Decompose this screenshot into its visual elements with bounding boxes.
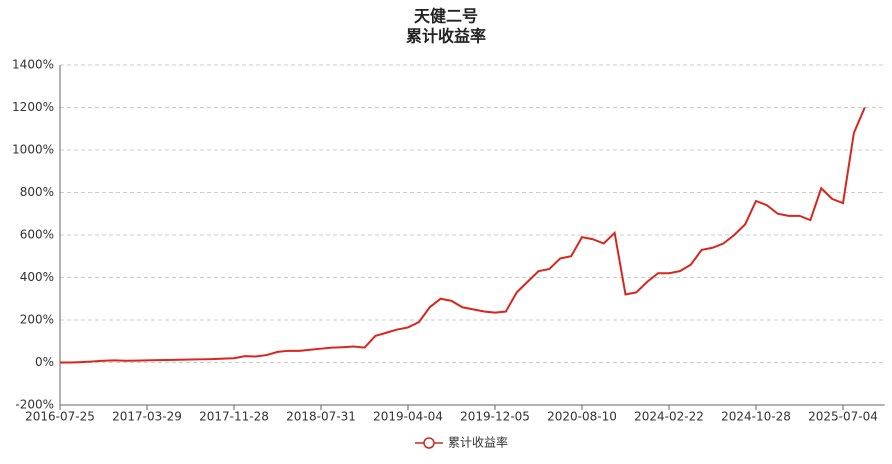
x-tick-label: 2025-07-04	[808, 410, 878, 424]
x-tick-label: 2016-07-25	[25, 410, 95, 424]
y-tick-label: 400%	[20, 270, 54, 284]
chart-title: 天健二号	[414, 7, 478, 26]
line-series	[60, 107, 866, 364]
legend-label: 累计收益率	[448, 435, 508, 450]
y-tick-label: 600%	[20, 228, 54, 242]
y-tick-label: 0%	[35, 355, 54, 369]
y-tick-label: 1000%	[12, 143, 54, 157]
x-tick-label: 2019-12-05	[460, 410, 530, 424]
legend-marker	[423, 437, 435, 449]
x-tick-label: 2024-10-28	[721, 410, 791, 424]
y-tick-label: 800%	[20, 185, 54, 199]
x-tick-label: 2018-07-31	[286, 410, 356, 424]
y-tick-label: -200%	[15, 398, 54, 412]
y-tick-label: 1400%	[12, 58, 54, 72]
x-tick-label: 2017-11-28	[199, 410, 269, 424]
x-tick-label: 2017-03-29	[112, 410, 182, 424]
y-tick-label: 1200%	[12, 100, 54, 114]
x-tick-label: 2019-04-04	[373, 410, 443, 424]
x-tick-label: 2020-08-10	[547, 410, 617, 424]
chart-subtitle: 累计收益率	[406, 27, 486, 46]
y-tick-label: 200%	[20, 313, 54, 327]
x-tick-label: 2024-02-22	[634, 410, 704, 424]
